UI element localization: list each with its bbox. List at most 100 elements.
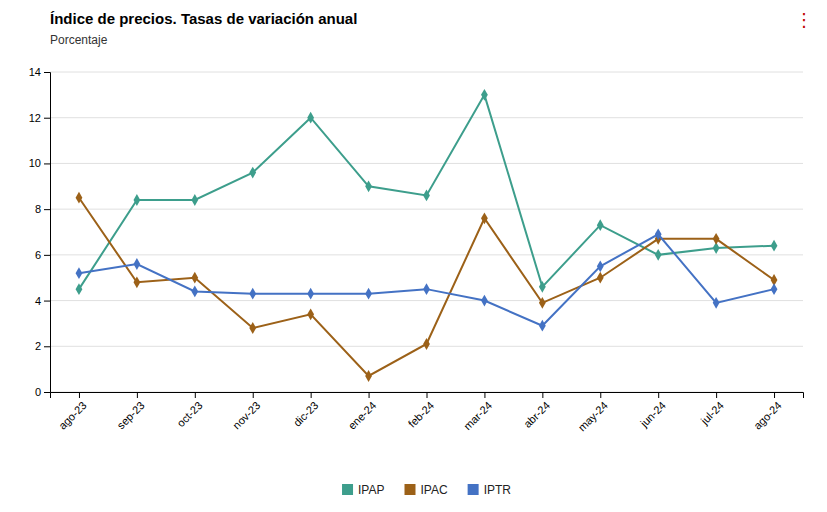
- x-tick-label: jun-24: [637, 399, 668, 430]
- title: Índice de precios. Tasas de variación an…: [50, 10, 357, 27]
- y-tick-mark: [44, 255, 50, 256]
- x-tick-label: ago-24: [751, 399, 784, 432]
- marker: [423, 283, 430, 295]
- y-tick-mark: [44, 209, 50, 210]
- grid-line: [50, 300, 803, 301]
- y-tick-mark: [44, 392, 50, 393]
- legend-item: IPTR: [468, 483, 512, 497]
- x-tick: abr-24: [521, 392, 552, 430]
- x-tick-label: oct-23: [175, 399, 205, 429]
- plot-area: 0 2 4 6 8 10 12 14 ago-23 sep-23 oct-23 nov-23 dic-2…: [29, 66, 804, 433]
- grid: [50, 72, 803, 392]
- x-tick: jul-24: [698, 392, 726, 427]
- legend: IPAP IPAC IPTR: [342, 483, 511, 497]
- y-tick-label: 0: [35, 386, 41, 398]
- legend-label: IPAP: [358, 483, 384, 497]
- x-tick: oct-23: [175, 392, 205, 429]
- y-axis: 0 2 4 6 8 10 12 14: [29, 66, 51, 398]
- x-tick-label: ene-24: [346, 399, 379, 432]
- y-tick-label: 10: [29, 157, 41, 169]
- x-tick-mark: [427, 392, 428, 398]
- y-tick-label: 12: [29, 112, 41, 124]
- x-tick-label: nov-23: [230, 399, 262, 431]
- marker: [249, 167, 256, 179]
- x-tick-mark: [658, 392, 659, 398]
- x-axis: ago-23 sep-23 oct-23 nov-23 dic-23 ene-24 feb-…: [51, 392, 804, 433]
- marker: [365, 288, 372, 300]
- marker: [191, 194, 198, 206]
- marker: [191, 286, 198, 298]
- y-tick-mark: [44, 301, 50, 302]
- legend-item: IPAC: [405, 483, 448, 497]
- x-tick-mark: [311, 392, 312, 398]
- marker: [713, 297, 720, 309]
- x-tick-mark: [79, 392, 80, 398]
- y-tick: 4: [35, 295, 50, 307]
- legend-label: IPTR: [484, 483, 512, 497]
- grid-line: [50, 72, 803, 73]
- marker: [597, 219, 604, 231]
- marker: [249, 322, 256, 334]
- y-tick-label: 8: [35, 203, 41, 215]
- marker: [597, 272, 604, 284]
- x-tick: jun-24: [637, 392, 668, 430]
- marker: [655, 249, 662, 261]
- x-tick-label: dic-23: [291, 399, 321, 429]
- y-tick-mark: [44, 346, 50, 347]
- series-markers: [76, 89, 778, 295]
- x-tick: sep-23: [114, 392, 146, 431]
- x-tick-mark: [542, 392, 543, 398]
- y-tick: 8: [35, 203, 50, 215]
- y-tick-label: 4: [35, 295, 41, 307]
- marker: [423, 190, 430, 202]
- marker: [307, 288, 314, 300]
- x-tick-mark: [484, 392, 485, 398]
- x-tick: ene-24: [346, 392, 379, 432]
- y-tick-label: 6: [35, 249, 41, 261]
- x-tick-label: abr-24: [521, 399, 552, 430]
- legend-item: IPAP: [342, 483, 384, 497]
- marker: [133, 194, 140, 206]
- legend-label: IPAC: [421, 483, 448, 497]
- marker: [771, 283, 778, 295]
- grid-line: [50, 117, 803, 118]
- marker: [249, 288, 256, 300]
- annotation: ⋮: [795, 10, 813, 30]
- legend-swatch: [405, 484, 416, 495]
- marker: [481, 295, 488, 307]
- x-tick: nov-23: [230, 392, 262, 431]
- x-tick-mark: [716, 392, 717, 398]
- y-tick-mark: [44, 163, 50, 164]
- marker: [133, 276, 140, 288]
- x-tick-label: ago-23: [56, 399, 89, 432]
- legend-swatch: [468, 484, 479, 495]
- x-tick: may-24: [576, 392, 610, 433]
- x-tick: ago-24: [751, 392, 784, 432]
- series-line: [79, 234, 774, 325]
- marker: [597, 260, 604, 272]
- y-axis-line: [44, 73, 51, 393]
- grid-line: [50, 254, 803, 255]
- subtitle: Porcentaje: [50, 33, 108, 47]
- x-tick: feb-24: [406, 392, 437, 430]
- series-markers: [76, 228, 778, 331]
- x-tick-mark: [600, 392, 601, 398]
- marker: [191, 272, 198, 284]
- x-tick-label: sep-23: [114, 399, 146, 431]
- y-tick: 14: [29, 66, 50, 78]
- marker: [655, 228, 662, 240]
- marker: [365, 370, 372, 382]
- x-tick: ago-23: [56, 392, 89, 432]
- x-tick: mar-24: [461, 392, 494, 432]
- y-tick-mark: [44, 118, 50, 119]
- y-tick: 2: [35, 340, 50, 352]
- x-tick-mark: [253, 392, 254, 398]
- y-tick: 12: [29, 112, 50, 124]
- y-tick-mark: [44, 72, 50, 73]
- marker: [423, 338, 430, 350]
- marker: [539, 281, 546, 293]
- legend-swatch: [342, 484, 353, 495]
- x-tick-mark: [369, 392, 370, 398]
- marker: [76, 192, 83, 204]
- y-tick-label: 14: [29, 66, 41, 78]
